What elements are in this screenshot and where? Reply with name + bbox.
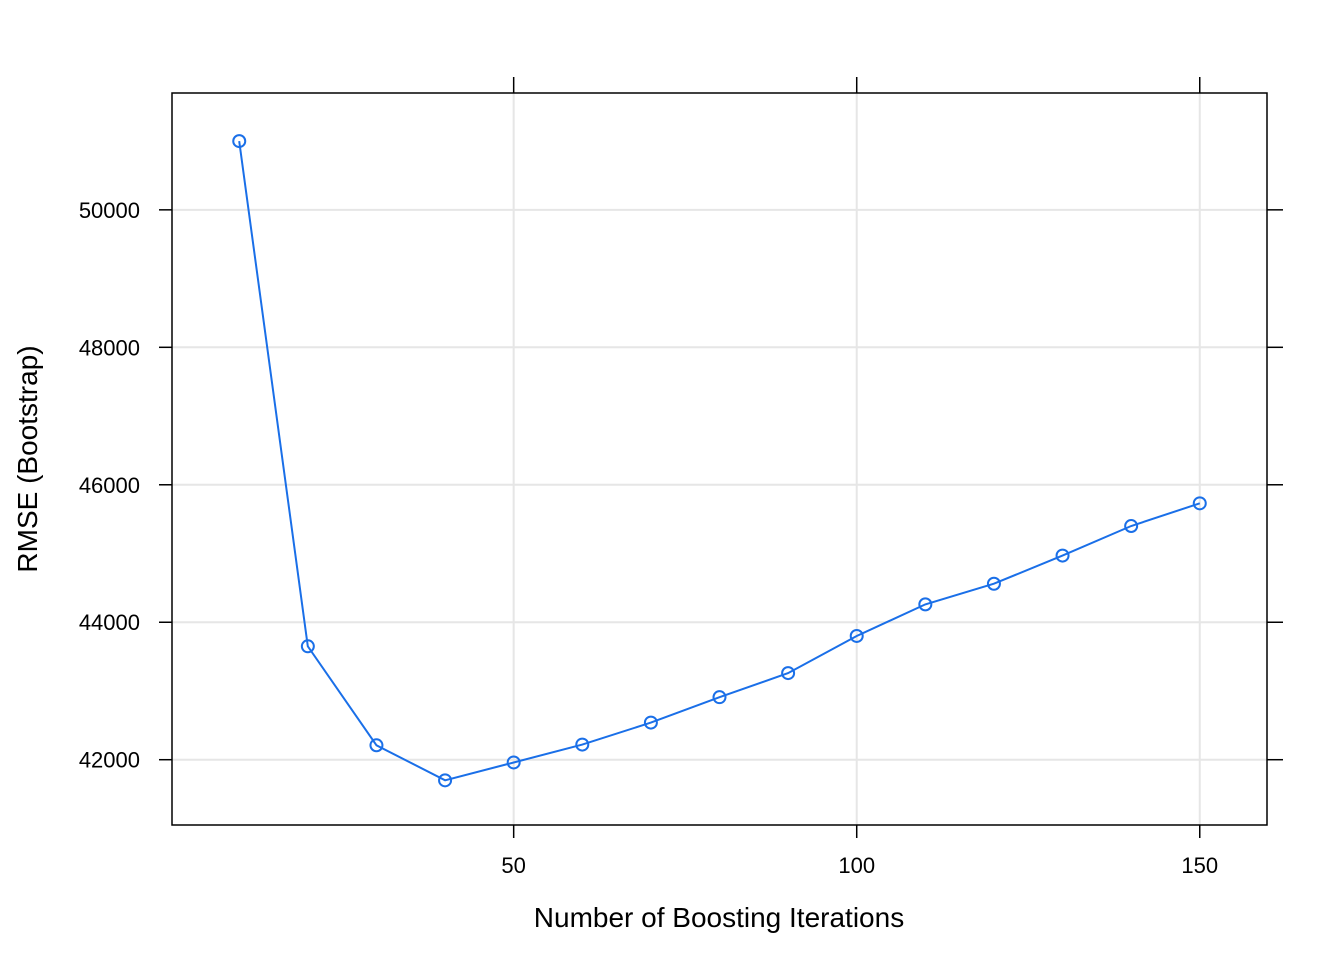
data-point (643, 715, 658, 730)
data-point (1055, 548, 1070, 563)
data-point (918, 597, 933, 612)
plot-frame (171, 92, 1268, 826)
data-point (575, 737, 590, 752)
data-point (506, 755, 521, 770)
y-tick-label: 44000 (79, 610, 140, 635)
data-point (1124, 519, 1139, 534)
x-tick-label: 50 (501, 853, 525, 878)
data-point (849, 628, 864, 643)
grid-layer (172, 93, 1267, 825)
data-point (300, 639, 315, 654)
data-point (781, 666, 796, 681)
data-point (1192, 496, 1207, 511)
y-tick-label: 42000 (79, 748, 140, 773)
y-axis-label: RMSE (Bootstrap) (12, 345, 43, 572)
series-line (238, 140, 1201, 782)
y-tick-label: 48000 (79, 335, 140, 360)
x-axis-label: Number of Boosting Iterations (534, 902, 904, 933)
x-tick-label: 150 (1181, 853, 1218, 878)
y-tick-label: 46000 (79, 473, 140, 498)
ticks-layer (159, 77, 1283, 838)
series-layer (232, 134, 1207, 788)
x-tick-label: 100 (838, 853, 875, 878)
data-point (232, 134, 247, 149)
labels-layer: 50 100 150 42000 44000 46000 48000 50000 (79, 198, 1218, 878)
data-point (986, 576, 1001, 591)
data-point (369, 738, 384, 753)
data-point (438, 773, 453, 788)
y-tick-label: 50000 (79, 198, 140, 223)
data-point (712, 690, 727, 705)
